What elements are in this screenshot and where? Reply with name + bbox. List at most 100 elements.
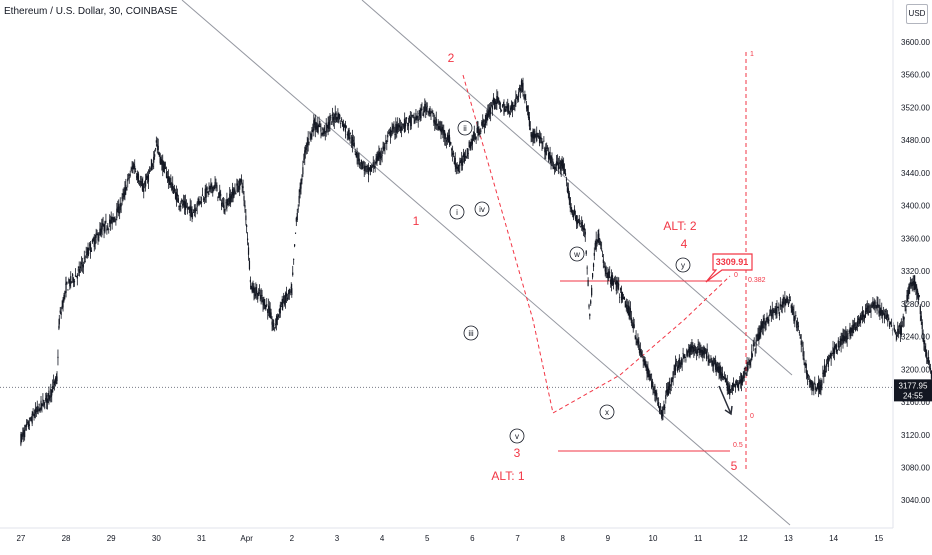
- candle-body: [837, 350, 838, 351]
- candle-body: [792, 309, 793, 310]
- candle-body: [749, 362, 750, 365]
- candle-body: [919, 296, 920, 297]
- candle-body: [291, 288, 292, 295]
- candle-body: [33, 412, 34, 415]
- candle-body: [490, 108, 491, 114]
- candle-body: [298, 209, 299, 210]
- candle-body: [754, 343, 755, 346]
- candle-body: [847, 338, 848, 339]
- candle-body: [522, 83, 523, 94]
- candle-body: [707, 349, 708, 352]
- candle-body: [141, 181, 142, 185]
- symbol-title: Ethereum / U.S. Dollar, 30, COINBASE: [4, 6, 177, 17]
- candle-body: [220, 194, 221, 196]
- candle-body: [480, 131, 481, 132]
- candle-body: [790, 300, 791, 301]
- candle-body: [922, 322, 923, 329]
- wave-label: 2: [448, 51, 455, 65]
- price-tick-label: 3560.00: [901, 71, 930, 80]
- candle-body: [292, 272, 293, 275]
- candle-body: [77, 275, 78, 279]
- candle-body: [803, 358, 804, 360]
- candle-body: [500, 108, 501, 109]
- candle-body: [96, 233, 97, 238]
- candle-body: [574, 209, 575, 214]
- candle-body: [896, 335, 897, 336]
- candle-body: [620, 288, 621, 290]
- candle-body: [320, 127, 321, 132]
- candle-body: [747, 366, 748, 370]
- candle-body: [524, 95, 525, 100]
- candle-body: [247, 239, 248, 241]
- candle-body: [509, 113, 510, 114]
- candle-body: [427, 106, 428, 107]
- price-tick-label: 3400.00: [901, 202, 930, 211]
- candle-body: [529, 117, 530, 126]
- candle-body: [613, 280, 614, 285]
- candle-body: [619, 297, 620, 298]
- candle-body: [241, 179, 242, 182]
- candle-body: [831, 353, 832, 359]
- last-price-label: 3177.95: [899, 381, 928, 390]
- candle-body: [590, 300, 591, 303]
- candle-body: [520, 88, 521, 91]
- candle-body: [244, 205, 245, 207]
- candle-body: [139, 183, 140, 184]
- candle-body: [339, 115, 340, 119]
- candle-body: [660, 406, 661, 407]
- time-tick-label: 10: [649, 534, 658, 543]
- candle-body: [774, 310, 775, 313]
- candle-body: [479, 134, 480, 135]
- candle-body: [898, 331, 899, 332]
- candle-body: [273, 323, 274, 327]
- candle-body: [662, 410, 663, 416]
- candle-body: [222, 203, 223, 204]
- candle-body: [545, 150, 546, 155]
- channel-upper-line: [362, 0, 792, 375]
- candle-body: [825, 371, 826, 373]
- candle-body: [422, 113, 423, 115]
- candle-body: [904, 317, 905, 319]
- candle-body: [121, 205, 122, 207]
- candle-body: [798, 326, 799, 327]
- candle-body: [26, 424, 27, 427]
- candle-body: [382, 155, 383, 157]
- candle-body: [517, 96, 518, 100]
- subwave-label: iv: [479, 205, 485, 214]
- candle-body: [295, 233, 296, 234]
- candle-body: [424, 104, 425, 107]
- wave-label: 1: [413, 214, 420, 228]
- candle-body: [838, 341, 839, 348]
- candle-body: [698, 344, 699, 345]
- price-tick-label: 3320.00: [901, 267, 930, 276]
- time-tick-label: 8: [560, 534, 565, 543]
- candle-body: [108, 229, 109, 230]
- candle-body: [174, 188, 175, 191]
- candle-body: [499, 101, 500, 105]
- candle-body: [580, 223, 581, 224]
- candle-body: [451, 149, 452, 151]
- candle-body: [672, 379, 673, 382]
- currency-badge[interactable]: USD: [906, 4, 928, 24]
- price-tick-label: 3240.00: [901, 333, 930, 342]
- candle-body: [649, 375, 650, 380]
- candle-body: [303, 159, 304, 160]
- candle-body: [346, 127, 347, 128]
- candle-body: [551, 157, 552, 159]
- candle-body: [803, 348, 804, 357]
- candle-body: [652, 388, 653, 390]
- candle-body: [65, 282, 66, 293]
- candle-body: [579, 219, 580, 224]
- candle-body: [196, 210, 197, 211]
- candle-body: [319, 126, 320, 127]
- candle-body: [246, 225, 247, 227]
- candle-body: [336, 113, 337, 115]
- candle-body: [813, 384, 814, 390]
- candle-body: [32, 414, 33, 424]
- candle-body: [726, 379, 727, 382]
- time-tick-label: 31: [197, 534, 206, 543]
- candle-body: [362, 163, 363, 169]
- time-tick-label: 12: [739, 534, 748, 543]
